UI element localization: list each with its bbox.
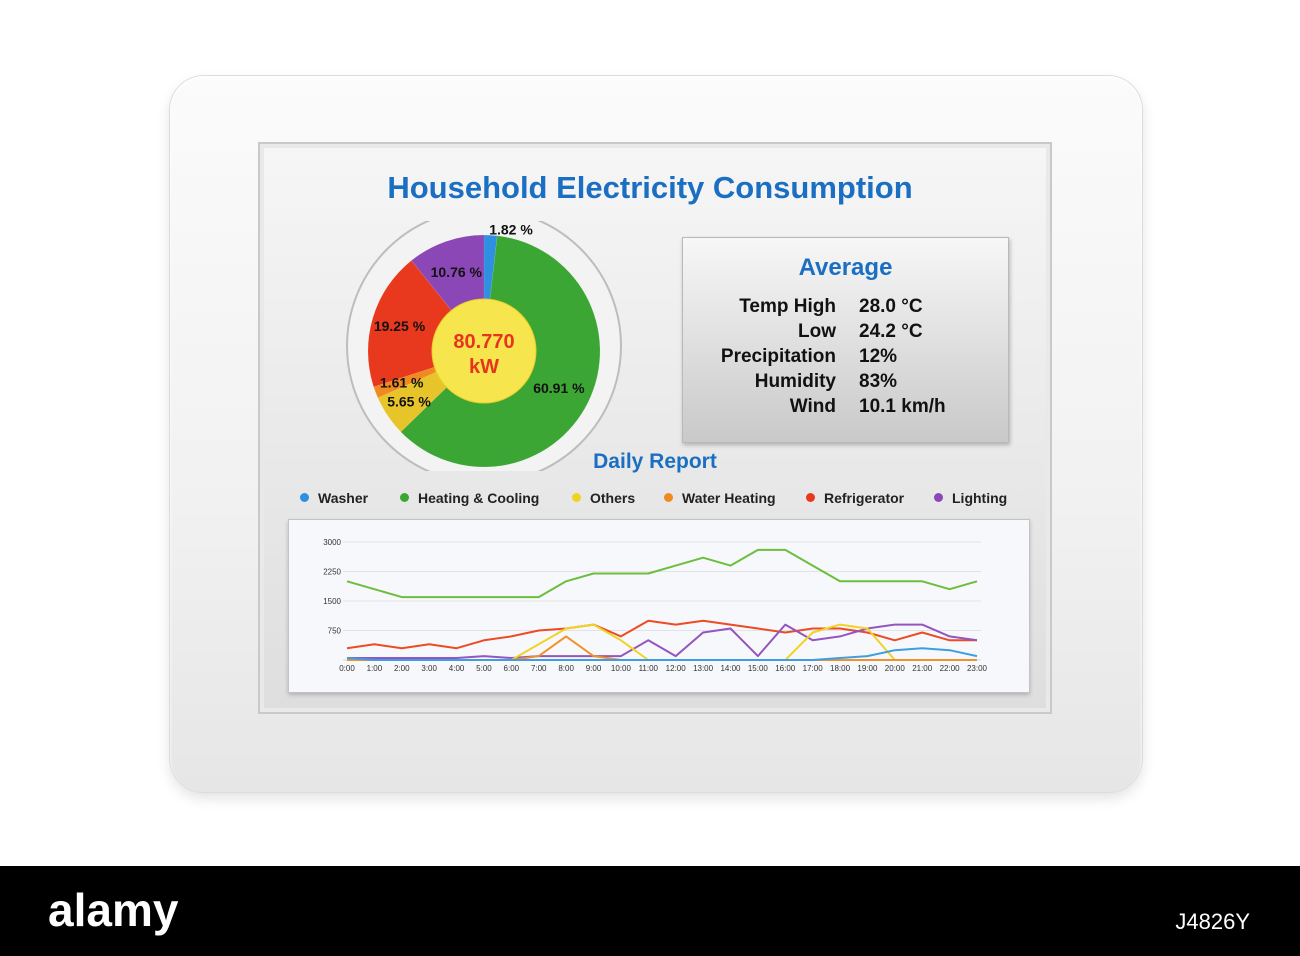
x-tick-label: 4:00 [449,664,465,673]
x-tick-label: 19:00 [857,664,878,673]
series-line [347,623,977,661]
avg-value: 10.1 km/h [859,396,946,417]
y-tick-label: 1500 [323,597,341,606]
avg-row-low: Low 24.2 °C [683,321,1008,345]
legend-dot [806,493,815,502]
avg-value: 12% [859,346,898,367]
legend-item-others: Others [572,490,635,506]
series-line [346,647,978,661]
legend-label: Heating & Cooling [418,490,540,506]
legend-item-washer: Washer [300,490,368,506]
x-tick-label: 3:00 [421,664,437,673]
series-line [346,548,978,599]
pie-slice-label: 5.65 % [387,394,431,410]
pie-center-unit: kW [469,356,499,378]
avg-row-humidity: Humidity 83% [683,371,1008,395]
pie-slice-label: 10.76 % [431,264,483,280]
legend-label: Water Heating [682,490,776,506]
legend-label: Refrigerator [824,490,905,506]
x-tick-label: 8:00 [558,664,574,673]
line-chart: 3000 2250 1500 750 0:00 1:00 2:00 3:00 4:00 5:00… [323,538,988,673]
avg-row-temp-high: Temp High 28.0 °C [683,296,1008,320]
image-id: J4826Y [1175,909,1250,934]
avg-value: 24.2 °C [859,321,923,342]
series-line [346,619,977,650]
x-tick-label: 7:00 [531,664,547,673]
x-tick-label: 23:00 [967,664,988,673]
pie-slice-label: 1.61 % [380,375,424,391]
avg-row-wind: Wind 10.1 km/h [683,396,1008,420]
x-tick-label: 21:00 [912,664,933,673]
legend-dot [664,493,673,502]
y-tick-label: 2250 [323,568,341,577]
pie-slice-label: 60.91 % [533,380,585,396]
x-tick-label: 15:00 [748,664,769,673]
average-panel: Average Temp High 28.0 °C Low 24.2 °C Pr… [682,237,1009,443]
chart-legend: Washer Heating & Cooling Others Water He… [300,490,1020,510]
pie-slice-label: 1.82 % [489,221,533,237]
y-tick-label: 3000 [323,538,341,547]
x-tick-label: 9:00 [586,664,602,673]
x-tick-label: 2:00 [394,664,410,673]
legend-dot [572,493,581,502]
avg-label: Low [798,321,836,342]
watermark-logo: alamy [48,884,179,936]
avg-label: Precipitation [720,346,836,367]
legend-item-refrigerator: Refrigerator [806,490,904,506]
legend-item-water-heating: Water Heating [664,490,776,506]
legend-item-lighting: Lighting [934,490,1007,506]
x-tick-label: 5:00 [476,664,492,673]
x-tick-label: 10:00 [611,664,632,673]
x-tick-label: 18:00 [830,664,851,673]
legend-label: Others [590,490,636,506]
x-tick-label: 12:00 [666,664,687,673]
legend-dot [400,493,409,502]
x-tick-label: 14:00 [720,664,741,673]
x-tick-label: 17:00 [803,664,824,673]
legend-item-heating-cooling: Heating & Cooling [400,490,539,506]
page-title: Household Electricity Consumption [387,170,913,205]
avg-value: 83% [859,371,898,392]
avg-value: 28.0 °C [859,296,923,317]
average-title: Average [798,254,893,281]
y-tick-label: 750 [328,627,342,636]
x-tick-label: 1:00 [367,664,383,673]
avg-label: Wind [789,396,836,417]
x-tick-label: 6:00 [504,664,520,673]
line-chart-card: 3000 2250 1500 750 0:00 1:00 2:00 3:00 4:00 5:00… [288,519,1030,693]
legend-dot [934,493,943,502]
legend-dot [300,493,309,502]
avg-row-precipitation: Precipitation 12% [683,346,1008,370]
x-tick-label: 0:00 [339,664,355,673]
pie-center [431,298,537,404]
watermark-bar [0,866,1300,956]
x-tick-label: 22:00 [940,664,961,673]
pie-center-value: 80.770 [453,331,514,353]
x-tick-label: 16:00 [775,664,796,673]
avg-label: Temp High [739,296,836,317]
daily-report-title: Daily Report [593,450,717,473]
avg-label: Humidity [754,371,836,392]
x-tick-label: 20:00 [885,664,906,673]
legend-label: Washer [318,490,369,506]
x-tick-label: 11:00 [639,664,659,673]
x-tick-label: 13:00 [693,664,714,673]
pie-slice-label: 19.25 % [374,318,426,334]
series-line [347,623,978,659]
legend-label: Lighting [952,490,1008,506]
pie-chart: 80.770 kW 1.82 % 60.91 % 5.65 % 1.61 % 19.25… [346,221,622,471]
